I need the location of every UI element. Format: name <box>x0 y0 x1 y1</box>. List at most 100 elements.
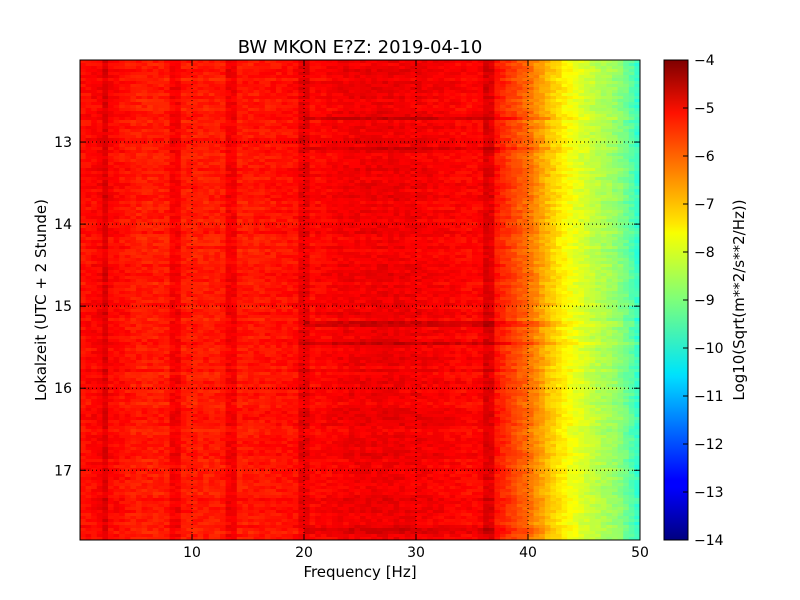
heatmap-cell <box>236 81 243 85</box>
heatmap-cell <box>197 207 204 211</box>
heatmap-cell <box>348 204 355 208</box>
heatmap-cell <box>595 126 602 130</box>
heatmap-cell <box>175 102 182 106</box>
heatmap-cell <box>432 108 439 112</box>
heatmap-cell <box>203 69 210 73</box>
heatmap-cell <box>584 75 591 79</box>
heatmap-cell <box>567 156 574 160</box>
heatmap-cell <box>449 201 456 205</box>
heatmap-cell <box>567 96 574 100</box>
heatmap-cell <box>253 189 260 193</box>
heatmap-cell <box>399 156 406 160</box>
heatmap-cell <box>175 120 182 124</box>
heatmap-cell <box>556 171 563 175</box>
heatmap-cell <box>533 123 540 127</box>
heatmap-cell <box>477 150 484 154</box>
heatmap-cell <box>617 111 624 115</box>
heatmap-cell <box>399 201 406 205</box>
heatmap-cell <box>292 81 299 85</box>
heatmap-cell <box>292 93 299 97</box>
heatmap-cell <box>354 135 361 139</box>
heatmap-cell <box>152 93 159 97</box>
heatmap-cell <box>158 189 165 193</box>
heatmap-cell <box>152 198 159 202</box>
heatmap-cell <box>578 159 585 163</box>
heatmap-cell <box>348 165 355 169</box>
heatmap-cell <box>270 120 277 124</box>
heatmap-cell <box>494 204 501 208</box>
heatmap-cell <box>320 96 327 100</box>
heatmap-cell <box>180 108 187 112</box>
heatmap-cell <box>533 177 540 181</box>
heatmap-cell <box>141 123 148 127</box>
heatmap-cell <box>600 126 607 130</box>
heatmap-cell <box>388 105 395 109</box>
heatmap-cell <box>253 78 260 82</box>
heatmap-cell <box>136 204 143 208</box>
heatmap-cell <box>141 81 148 85</box>
heatmap-cell <box>628 108 635 112</box>
heatmap-cell <box>320 159 327 163</box>
heatmap-cell <box>337 72 344 76</box>
heatmap-cell <box>544 69 551 73</box>
heatmap-cell <box>567 207 574 211</box>
heatmap-cell <box>617 198 624 202</box>
heatmap-cell <box>102 84 109 88</box>
heatmap-cell <box>460 75 467 79</box>
heatmap-cell <box>231 90 238 94</box>
heatmap-cell <box>388 171 395 175</box>
heatmap-cell <box>382 144 389 148</box>
heatmap-cell <box>427 111 434 115</box>
heatmap-cell <box>337 123 344 127</box>
heatmap-cell <box>533 66 540 70</box>
heatmap-cell <box>220 129 227 133</box>
heatmap-cell <box>466 60 473 64</box>
heatmap-cell <box>416 168 423 172</box>
heatmap-cell <box>348 90 355 94</box>
heatmap-cell <box>136 84 143 88</box>
heatmap-cell <box>460 168 467 172</box>
heatmap-cell <box>169 99 176 103</box>
heatmap-cell <box>124 81 131 85</box>
heatmap-cell <box>214 102 221 106</box>
heatmap-cell <box>270 177 277 181</box>
heatmap-cell <box>91 81 98 85</box>
heatmap-cell <box>449 174 456 178</box>
heatmap-cell <box>141 102 148 106</box>
heatmap-cell <box>108 72 115 76</box>
heatmap-cell <box>354 120 361 124</box>
heatmap-cell <box>623 174 630 178</box>
heatmap-cell <box>550 174 557 178</box>
heatmap-cell <box>276 126 283 130</box>
heatmap-cell <box>477 87 484 91</box>
heatmap-cell <box>449 129 456 133</box>
heatmap-cell <box>152 120 159 124</box>
heatmap-cell <box>180 93 187 97</box>
heatmap-cell <box>332 195 339 199</box>
heatmap-cell <box>365 135 372 139</box>
heatmap-cell <box>298 135 305 139</box>
heatmap-cell <box>141 132 148 136</box>
heatmap-cell <box>561 144 568 148</box>
heatmap-cell <box>376 168 383 172</box>
heatmap-cell <box>578 177 585 181</box>
heatmap-cell <box>203 84 210 88</box>
heatmap-cell <box>522 102 529 106</box>
heatmap-cell <box>455 96 462 100</box>
heatmap-cell <box>595 177 602 181</box>
heatmap-cell <box>298 96 305 100</box>
heatmap-cell <box>332 75 339 79</box>
heatmap-cell <box>399 198 406 202</box>
heatmap-cell <box>500 177 507 181</box>
heatmap-cell <box>556 81 563 85</box>
heatmap-cell <box>511 138 518 142</box>
heatmap-cell <box>494 72 501 76</box>
heatmap-cell <box>505 114 512 118</box>
heatmap-cell <box>326 189 333 193</box>
heatmap-cell <box>544 159 551 163</box>
heatmap-cell <box>376 63 383 67</box>
heatmap-cell <box>91 198 98 202</box>
heatmap-cell <box>477 162 484 166</box>
heatmap-cell <box>455 132 462 136</box>
heatmap-cell <box>136 126 143 130</box>
